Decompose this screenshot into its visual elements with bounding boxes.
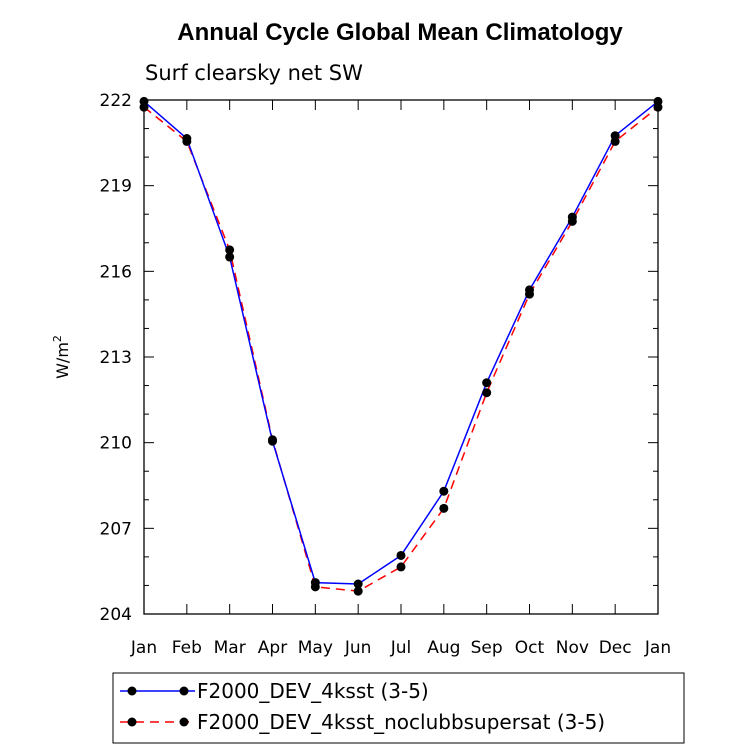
x-tick-label: Oct — [515, 638, 545, 658]
legend-marker-1b — [179, 686, 189, 696]
series-1-point-5 — [353, 586, 363, 596]
series-line-1 — [143, 106, 659, 592]
x-tick-label: Dec — [599, 638, 632, 658]
y-axis-label-superscript: 2 — [51, 335, 64, 342]
series-1-point-3 — [268, 435, 277, 445]
x-tick-label: Jul — [390, 638, 412, 658]
y-tick-label: 219 — [100, 177, 132, 197]
x-tick-label: Aug — [427, 638, 460, 658]
y-tick-label: 222 — [100, 91, 132, 111]
series-0-point-6 — [396, 550, 406, 560]
y-tick-label: 204 — [100, 605, 132, 625]
x-tick-label: Jan — [644, 638, 671, 658]
y-tick-label: 210 — [100, 434, 132, 454]
y-tick-label: 207 — [100, 519, 132, 539]
series-0-point-2 — [225, 252, 235, 262]
y-axis: 204 207 210 213 216 219 222 — [100, 91, 658, 625]
series-1-point-8 — [482, 388, 492, 398]
series-1-point-6 — [396, 562, 406, 572]
series-0-point-7 — [439, 486, 449, 496]
x-tick-label: Mar — [214, 638, 246, 658]
chart-title: Annual Cycle Global Mean Climatology — [177, 19, 623, 46]
legend-marker-1a — [127, 686, 137, 696]
series-1-point-10 — [567, 216, 577, 226]
chart-subtitle: Surf clearsky net SW — [145, 61, 363, 85]
x-tick-label: Feb — [172, 638, 202, 658]
x-tick-label: May — [298, 638, 333, 658]
series-line-0 — [143, 100, 659, 585]
x-tick-label: Sep — [471, 638, 503, 658]
x-tick-label: Apr — [258, 638, 287, 658]
series-1-point-4 — [310, 582, 320, 592]
series-1-point-11 — [610, 136, 620, 146]
x-tick-label: Jan — [130, 638, 157, 658]
series-1-point-0 — [139, 102, 149, 112]
series-1-point-7 — [439, 503, 449, 513]
series-1-point-12 — [653, 102, 663, 112]
y-axis-label-text: W/m — [53, 342, 72, 379]
legend-marker-2a — [127, 717, 137, 727]
y-tick-label: 216 — [100, 262, 132, 282]
x-tick-label: Nov — [556, 638, 589, 658]
series-1-point-9 — [525, 289, 534, 299]
legend-label-1: F2000_DEV_4ksst (3-5) — [197, 679, 429, 703]
x-axis: Jan Feb Mar Apr May Jun Jul Aug Sep Oct Nov Dec Jan — [130, 100, 671, 658]
series-0-point-5 — [353, 579, 363, 589]
series-layer — [139, 96, 663, 596]
plot-frame — [143, 99, 659, 615]
legend-box — [112, 672, 685, 744]
legend-label-2: F2000_DEV_4ksst_noclubbsupersat (3-5) — [197, 710, 605, 734]
series-1-point-2 — [225, 245, 235, 255]
legend-marker-2b — [179, 717, 189, 727]
legend: F2000_DEV_4ksst (3-5) F2000_DEV_4ksst_no… — [112, 672, 685, 744]
y-tick-label: 213 — [100, 348, 132, 368]
series-0-point-8 — [482, 378, 492, 388]
y-axis-label: W/m2 — [51, 335, 72, 379]
x-tick-label: Jun — [344, 638, 372, 658]
series-1-point-1 — [182, 136, 192, 146]
